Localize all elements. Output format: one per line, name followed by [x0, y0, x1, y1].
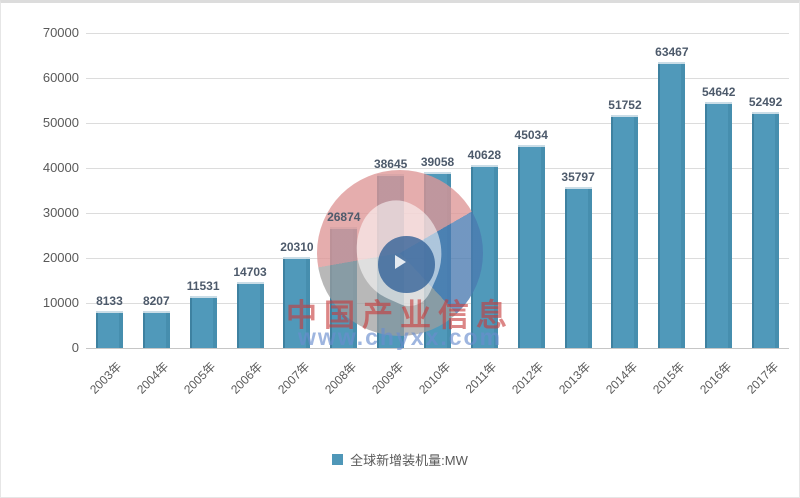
bar-value-label: 8133: [96, 294, 123, 309]
x-tick-label: 2004年: [134, 359, 172, 397]
bar: [95, 311, 123, 348]
bar: [705, 102, 733, 348]
bar: [658, 62, 686, 348]
y-tick-label: 30000: [42, 205, 79, 220]
gridline: [86, 348, 789, 349]
x-tick-label: 2017年: [743, 359, 781, 397]
plot-area: 8133 8207 11531 14703 20310 26874 38645 39058 40…: [86, 33, 789, 349]
bar-value-label: 20310: [280, 239, 314, 254]
y-tick-label: 50000: [42, 115, 79, 130]
gridline: [86, 33, 789, 34]
bar: [564, 186, 592, 348]
x-tick-label: 2012年: [509, 359, 547, 397]
bar-value-label: 63467: [655, 45, 689, 60]
bar: [611, 115, 639, 348]
bar-value-label: 8207: [142, 294, 170, 309]
x-tick-label: 2016年: [696, 359, 735, 397]
gridline: [86, 168, 789, 169]
bar: [377, 174, 405, 348]
bar-value-label: 40628: [467, 148, 502, 163]
x-tick-label: 2009年: [368, 359, 406, 397]
bar-value-label: 38645: [373, 157, 408, 172]
bar-value-label: 26874: [327, 210, 361, 225]
bar: [752, 111, 780, 348]
bar: [517, 145, 545, 348]
x-tick-label: 2013年: [556, 359, 594, 397]
bar: [470, 165, 498, 348]
bar: [283, 256, 311, 348]
y-tick-label: 0: [71, 340, 79, 355]
y-tick-label: 40000: [42, 160, 79, 175]
x-tick-label: 2006年: [228, 359, 266, 397]
bar: [424, 172, 451, 348]
gridline: [86, 123, 789, 124]
x-tick-label: 2008年: [321, 359, 360, 397]
bar: [236, 281, 264, 348]
bar: [330, 227, 358, 348]
y-tick-label: 70000: [42, 25, 79, 40]
x-tick-label: 2015年: [649, 359, 688, 397]
bar-value-label: 14703: [233, 264, 267, 279]
x-axis: 2003年 2004年 2005年 2006年 2007年 2008年 2009年 2010年…: [86, 348, 789, 410]
x-tick-label: 2014年: [603, 359, 641, 397]
bar-value-label: 51752: [608, 98, 642, 113]
legend-label: 全球新增装机量:MW: [350, 453, 468, 468]
bar-value-label: 11531: [186, 279, 220, 294]
x-tick-label: 2005年: [181, 359, 219, 397]
legend: 全球新增装机量:MW: [1, 450, 799, 469]
bar: [142, 311, 170, 348]
x-tick-label: 2003年: [87, 359, 125, 397]
y-tick-label: 10000: [42, 295, 79, 310]
legend-swatch-icon: [332, 454, 344, 465]
x-tick-label: 2007年: [274, 359, 313, 397]
bar-value-label: 45034: [514, 128, 548, 143]
x-tick-label: 2010年: [415, 359, 453, 397]
bar-value-label: 35797: [561, 169, 595, 184]
bar-value-label: 54642: [702, 85, 736, 100]
x-tick-label: 2011年: [463, 359, 500, 397]
bar-value-label: 39058: [420, 155, 455, 170]
y-tick-label: 60000: [42, 70, 79, 85]
bar-value-label: 52492: [748, 94, 783, 109]
gridline: [86, 78, 789, 79]
y-tick-label: 20000: [42, 250, 79, 265]
bar: [189, 296, 217, 348]
